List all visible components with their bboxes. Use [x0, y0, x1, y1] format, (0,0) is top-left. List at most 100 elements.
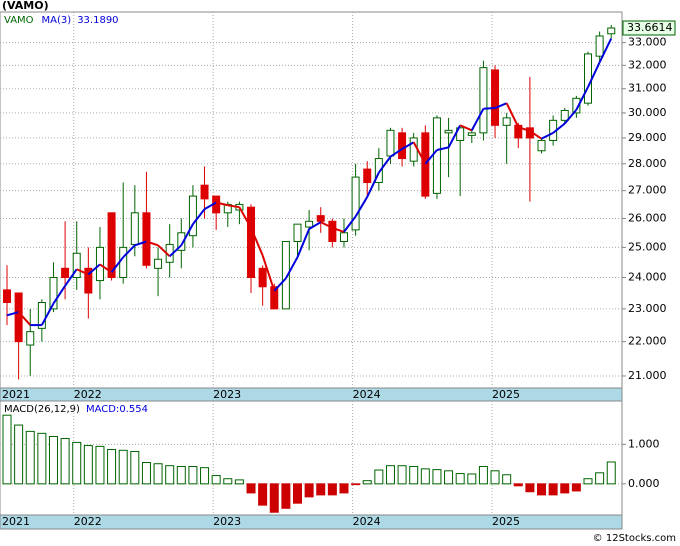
legend-ticker: VAMO: [4, 15, 34, 26]
y-tick-label: 24.000: [628, 270, 667, 283]
macd-bar: [211, 475, 221, 485]
ma-segment: [157, 244, 171, 258]
macd-bar: [537, 483, 547, 496]
ma-segment: [261, 255, 276, 292]
candle-body: [363, 168, 372, 183]
ma-segment: [320, 221, 333, 229]
ma-segment: [227, 204, 240, 209]
macd-bar: [118, 449, 128, 485]
y-tick-label: 32.000: [628, 58, 667, 71]
ma-segment: [76, 268, 89, 276]
ma-segment: [52, 285, 66, 304]
ma-segment: [459, 124, 473, 132]
ma-segment: [494, 102, 508, 109]
y-tick-label: 23.000: [628, 302, 667, 315]
ma-segment: [6, 311, 19, 317]
macd-bar: [95, 445, 105, 485]
candle-body: [584, 53, 592, 104]
candle-body: [142, 212, 151, 266]
ma-segment: [180, 223, 194, 246]
ma-segment: [412, 141, 427, 165]
candle-body: [374, 158, 383, 183]
macd-bar: [130, 450, 140, 485]
candle-body: [386, 129, 395, 157]
ma-segment: [587, 61, 601, 88]
candle-body: [409, 137, 418, 162]
macd-bar: [316, 483, 326, 496]
date-strip: [0, 514, 623, 530]
ma-segment: [470, 108, 485, 131]
macd-bar: [327, 483, 337, 496]
candle-body: [537, 139, 546, 152]
candle-body: [572, 97, 581, 114]
macd-bar: [502, 474, 512, 485]
candle-body: [421, 132, 430, 197]
candle-body: [130, 212, 139, 245]
macd-bar: [234, 479, 244, 485]
candle-body: [177, 232, 186, 251]
ma-segment: [285, 256, 299, 279]
macd-bar: [14, 424, 24, 485]
candle-body: [270, 286, 279, 310]
macd-bar: [374, 469, 384, 485]
candle-body: [607, 27, 616, 35]
ma-segment: [250, 227, 264, 256]
ma-segment: [354, 196, 369, 217]
ma-segment: [110, 256, 124, 273]
x-tick-label: 2023: [213, 515, 241, 528]
ma-segment: [17, 311, 31, 326]
ma-segment: [99, 263, 113, 274]
macd-bar: [60, 437, 70, 485]
ma-segment: [122, 244, 136, 258]
macd-bar: [269, 483, 279, 513]
candle-body: [3, 289, 11, 303]
candle-body: [95, 246, 104, 282]
ma-segment: [87, 263, 101, 276]
macd-bar: [444, 470, 454, 485]
x-tick-label: 2021: [2, 515, 30, 528]
ma-segment: [273, 277, 287, 292]
candle-body: [502, 117, 511, 126]
macd-bar: [409, 465, 419, 485]
candle-body: [351, 176, 360, 231]
macd-bar: [351, 483, 361, 486]
ma-segment: [598, 37, 613, 63]
macd-bar: [432, 469, 442, 485]
ma-segment: [447, 124, 462, 148]
price-panel: [0, 11, 623, 389]
x-tick-label: 2024: [353, 388, 381, 401]
macd-bar: [165, 465, 175, 485]
candle-body: [560, 109, 569, 121]
macd-bar: [490, 470, 500, 485]
y-tick-label: 26.000: [628, 211, 667, 224]
ma-segment: [40, 302, 55, 326]
candle-body: [467, 132, 476, 136]
macd-bar: [258, 483, 268, 506]
candle-body: [72, 252, 81, 278]
candle-body: [281, 241, 290, 310]
y-tick-label: 31.000: [628, 82, 667, 95]
candle-body: [14, 292, 23, 343]
legend: VAMO MA(3) 33.1890: [4, 15, 119, 26]
macd-bar: [72, 441, 82, 485]
y-tick-label: 29.000: [628, 131, 667, 144]
legend-macd: MACD(26,12,9): [4, 404, 80, 415]
legend-ma-value: 33.1890: [77, 15, 118, 26]
macd-bar: [420, 468, 430, 485]
candle-body: [316, 215, 325, 222]
ma-segment: [238, 206, 252, 229]
y-tick-label: 30.000: [628, 106, 667, 119]
ma-segment: [529, 130, 543, 140]
macd-bar: [560, 483, 570, 494]
macd-bar: [595, 472, 605, 485]
ma-segment: [552, 122, 566, 134]
candle-body: [119, 246, 128, 278]
macd-bar: [606, 461, 616, 485]
macd-bar: [304, 483, 314, 498]
legend-ma: MA(3): [42, 15, 72, 26]
x-tick-label: 2024: [353, 515, 381, 528]
ma-segment: [517, 126, 531, 133]
candle-body: [339, 232, 348, 243]
macd-bar: [362, 480, 372, 485]
